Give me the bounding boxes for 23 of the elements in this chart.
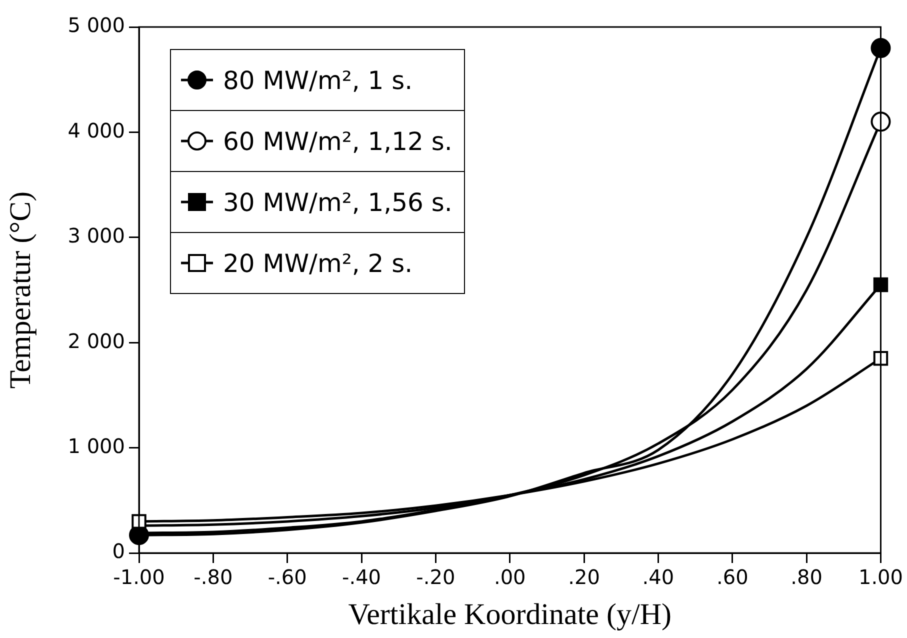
x-tick-label: -1.00 bbox=[113, 565, 165, 590]
x-tick-label: .00 bbox=[494, 565, 526, 590]
x-tick-label: -.80 bbox=[194, 565, 233, 590]
legend-label: 30 MW/m², 1,56 s. bbox=[223, 188, 452, 216]
x-tick-label: .20 bbox=[568, 565, 600, 590]
x-tick-label: -.20 bbox=[416, 565, 456, 590]
y-tick-label: 5 000 bbox=[68, 13, 125, 38]
y-tick-label: 0 bbox=[112, 539, 125, 564]
x-tick-label: .40 bbox=[642, 565, 674, 590]
x-tick-label: .60 bbox=[716, 565, 748, 590]
x-tick-label: 1.00 bbox=[858, 565, 903, 590]
y-tick-label: 4 000 bbox=[68, 118, 125, 142]
y-tick-label: 3 000 bbox=[68, 224, 125, 248]
x-axis-title: Vertikale Koordinate (y/H) bbox=[348, 598, 672, 631]
y-tick-label: 2 000 bbox=[68, 328, 125, 353]
x-tick-label: -.40 bbox=[342, 565, 382, 590]
legend-label: 80 MW/m², 1 s. bbox=[223, 66, 413, 94]
legend-label: 20 MW/m², 2 s. bbox=[223, 248, 413, 278]
legend-label: 60 MW/m², 1,12 s. bbox=[223, 126, 452, 156]
y-axis-title: Temperatur (°C) bbox=[4, 191, 37, 389]
x-tick-label: .80 bbox=[790, 565, 822, 590]
y-tick-label: 1 000 bbox=[68, 434, 125, 458]
x-tick-label: -.60 bbox=[268, 565, 307, 590]
